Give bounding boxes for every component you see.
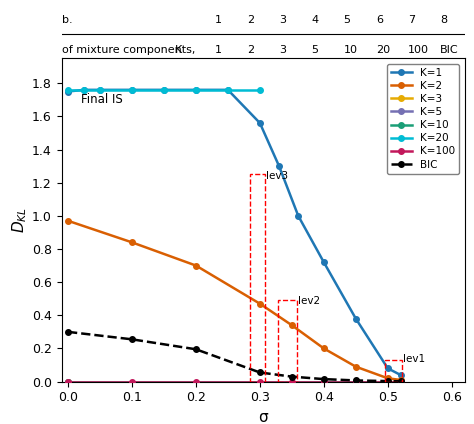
Text: 2: 2 (247, 15, 254, 25)
K=100 (321, 379, 327, 384)
K=1 (225, 87, 231, 92)
Line: K=1: K=1 (65, 87, 403, 378)
K=20 (65, 87, 71, 92)
Bar (278, 300, 297, 382)
K=20 (129, 87, 135, 92)
Text: BIC: BIC (440, 45, 459, 55)
K=2 (289, 323, 295, 328)
Text: 3: 3 (279, 45, 286, 55)
K=1 (65, 89, 71, 94)
K=1 (129, 87, 135, 92)
K=100 (129, 379, 135, 384)
K=2 (65, 218, 71, 223)
BIC (193, 347, 199, 352)
Text: 2: 2 (247, 45, 254, 55)
Line: BIC: BIC (65, 329, 403, 384)
K=1 (257, 120, 263, 126)
BIC (65, 329, 71, 335)
X-axis label: σ: σ (258, 410, 268, 424)
K=20 (225, 87, 231, 92)
K=20 (97, 87, 103, 92)
K=2 (321, 346, 327, 351)
K=1 (353, 316, 359, 321)
Text: 7: 7 (408, 15, 415, 25)
Text: 6: 6 (376, 15, 383, 25)
K=100 (257, 379, 263, 384)
Text: 1: 1 (215, 15, 222, 25)
K=1 (398, 372, 403, 377)
Bar (250, 174, 265, 382)
Text: 10: 10 (344, 45, 358, 55)
Text: lev2: lev2 (298, 296, 320, 306)
K=20 (161, 87, 167, 92)
BIC (129, 337, 135, 342)
Text: 3: 3 (279, 15, 286, 25)
K=2 (257, 301, 263, 306)
Text: 5: 5 (344, 15, 351, 25)
K=2 (193, 263, 199, 268)
K=2 (129, 240, 135, 245)
BIC (398, 379, 403, 384)
Y-axis label: $D_{KL}$: $D_{KL}$ (10, 207, 29, 233)
K=2 (385, 376, 391, 381)
Legend: K=1, K=2, K=3, K=5, K=10, K=20, K=100, BIC: K=1, K=2, K=3, K=5, K=10, K=20, K=100, B… (387, 64, 459, 174)
Text: 20: 20 (376, 45, 390, 55)
K=1 (276, 164, 282, 169)
K=1 (97, 87, 103, 92)
Text: Final IS: Final IS (81, 93, 123, 106)
Text: of mixture components,: of mixture components, (62, 45, 195, 55)
K=100 (398, 379, 403, 384)
K=20 (193, 87, 199, 92)
BIC (321, 377, 327, 382)
Text: 1: 1 (215, 45, 222, 55)
K=1 (321, 260, 327, 265)
BIC (289, 374, 295, 379)
K=2 (353, 364, 359, 369)
Text: 4: 4 (311, 15, 319, 25)
Text: 8: 8 (440, 15, 447, 25)
K=1 (295, 213, 301, 218)
Line: K=20: K=20 (65, 87, 263, 92)
Line: K=2: K=2 (65, 218, 403, 383)
Text: K: K (174, 45, 182, 55)
BIC (385, 379, 391, 384)
K=20 (257, 87, 263, 92)
K=1 (161, 87, 167, 92)
K=100 (289, 379, 295, 384)
K=1 (385, 366, 391, 371)
Text: 100: 100 (408, 45, 429, 55)
K=1 (81, 87, 87, 92)
K=2 (398, 377, 403, 382)
Line: K=100: K=100 (65, 379, 403, 385)
Bar (384, 360, 402, 382)
BIC (353, 378, 359, 383)
Text: 5: 5 (311, 45, 319, 55)
K=100 (65, 379, 71, 384)
K=100 (193, 379, 199, 384)
K=100 (353, 379, 359, 384)
K=1 (193, 87, 199, 92)
K=100 (385, 379, 391, 384)
BIC (257, 370, 263, 375)
K=20 (81, 87, 87, 92)
Text: b.: b. (62, 15, 72, 25)
Text: lev1: lev1 (403, 354, 425, 364)
Text: lev3: lev3 (266, 171, 288, 181)
